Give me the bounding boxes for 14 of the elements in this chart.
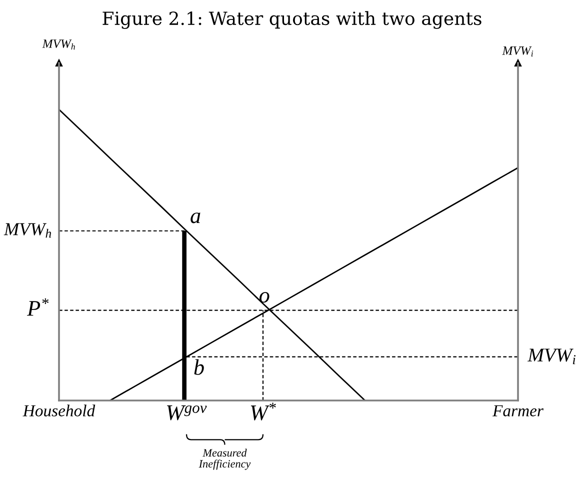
x-tick-label: Farmer <box>492 405 544 416</box>
series-label: MVW$_{h}$ <box>4 223 52 238</box>
y2-axis-title: MVW$_{i}$ <box>502 46 534 56</box>
x-tick-label: W$^{gov}$ <box>167 405 207 420</box>
series-label: MVW$_{i}$ <box>527 348 576 364</box>
x-tick-label: W$^{*}$ <box>250 402 276 420</box>
ref-line-label: P$^{*}$ <box>26 298 49 316</box>
y-axis-title: MVW$_{h}$ <box>42 40 75 50</box>
annotation: b <box>194 359 204 375</box>
x-tick-label: Household <box>22 404 96 416</box>
annotation: o <box>259 292 270 303</box>
annotation: a <box>190 212 200 224</box>
chart-title: Figure 2.1: Water quotas with two agents <box>102 11 482 29</box>
text: Measured Inefficiency <box>198 448 251 470</box>
